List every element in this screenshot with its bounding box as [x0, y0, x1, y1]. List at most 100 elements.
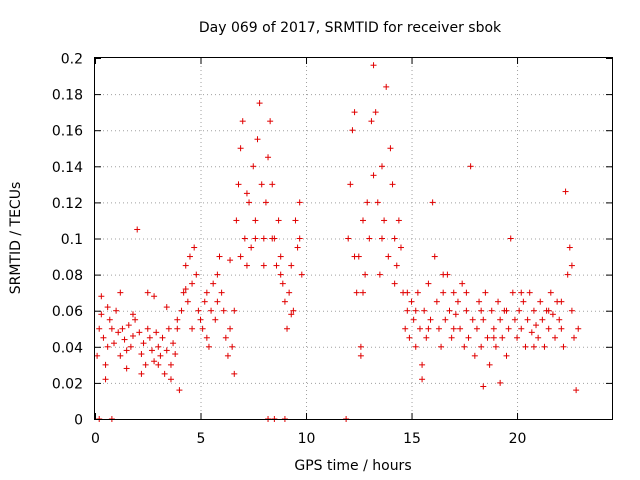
data-point — [129, 332, 136, 339]
data-point — [530, 343, 537, 350]
data-point — [471, 352, 478, 359]
data-point — [478, 307, 485, 314]
data-point — [419, 376, 426, 383]
data-point — [142, 361, 149, 368]
data-point — [497, 316, 504, 323]
data-point — [218, 289, 225, 296]
data-point — [353, 289, 360, 296]
data-point — [370, 62, 377, 69]
data-point — [275, 217, 282, 224]
data-point — [195, 307, 202, 314]
data-point — [391, 235, 398, 242]
data-point — [132, 316, 139, 323]
data-point — [347, 181, 354, 188]
data-point — [151, 293, 158, 300]
data-point — [433, 298, 440, 305]
data-point — [571, 334, 578, 341]
data-point — [248, 244, 255, 251]
data-point — [258, 181, 265, 188]
data-point — [256, 100, 263, 107]
data-point — [383, 83, 390, 90]
data-point — [412, 343, 419, 350]
data-point — [573, 387, 580, 394]
data-point — [106, 316, 113, 323]
data-point — [473, 325, 480, 332]
data-point — [362, 271, 369, 278]
data-point — [402, 325, 409, 332]
data-point — [113, 307, 120, 314]
data-point — [117, 289, 124, 296]
x-tick-label: 20 — [509, 431, 527, 447]
data-point — [520, 298, 527, 305]
data-point — [526, 289, 533, 296]
data-point — [490, 334, 497, 341]
data-point — [488, 307, 495, 314]
data-point — [412, 307, 419, 314]
data-point — [286, 289, 293, 296]
data-point — [389, 181, 396, 188]
data-point — [406, 334, 413, 341]
data-point — [364, 199, 371, 206]
data-point — [161, 370, 168, 377]
data-point — [486, 361, 493, 368]
data-point — [123, 365, 130, 372]
data-point — [524, 316, 531, 323]
data-point — [136, 329, 143, 336]
data-point — [281, 298, 288, 305]
data-point — [419, 361, 426, 368]
data-point — [448, 334, 455, 341]
data-point — [163, 347, 170, 354]
data-point — [385, 253, 392, 260]
data-point — [547, 289, 554, 296]
data-point — [153, 329, 160, 336]
data-point — [469, 316, 476, 323]
data-point — [446, 307, 453, 314]
data-point — [96, 325, 103, 332]
data-point — [252, 217, 259, 224]
data-point — [535, 334, 542, 341]
data-point — [516, 307, 523, 314]
data-point — [560, 343, 567, 350]
data-point — [157, 352, 164, 359]
data-point — [110, 340, 117, 347]
data-point — [94, 352, 101, 359]
data-point — [414, 289, 421, 296]
data-point — [100, 334, 107, 341]
data-point — [296, 235, 303, 242]
data-point — [246, 199, 253, 206]
data-point — [123, 347, 130, 354]
data-point — [404, 289, 411, 296]
data-point — [368, 118, 375, 125]
data-point — [174, 316, 181, 323]
data-point — [528, 329, 535, 336]
chart-title: Day 069 of 2017, SRMTID for receiver sbo… — [199, 20, 502, 36]
data-point — [182, 262, 189, 269]
data-point — [292, 217, 299, 224]
data-point — [163, 304, 170, 311]
data-point — [533, 322, 540, 329]
x-tick-label: 5 — [197, 431, 206, 447]
y-tick-label: 0.2 — [61, 52, 83, 68]
data-point — [459, 280, 466, 287]
data-point — [155, 343, 162, 350]
y-axis-label: SRMTID / TECUs — [8, 182, 24, 295]
data-point — [178, 307, 185, 314]
data-point — [269, 181, 276, 188]
data-point — [387, 145, 394, 152]
y-tick-label: 0.18 — [52, 88, 83, 104]
data-point — [298, 271, 305, 278]
data-point — [450, 289, 457, 296]
data-point — [222, 334, 229, 341]
data-point — [499, 334, 506, 341]
data-point — [121, 336, 128, 343]
data-point — [503, 307, 510, 314]
data-point — [172, 351, 179, 358]
data-point — [98, 293, 105, 300]
grid-lines — [95, 58, 612, 419]
y-tick-label: 0 — [74, 413, 83, 429]
data-point — [224, 352, 231, 359]
y-tick-label: 0.14 — [52, 160, 83, 176]
data-point — [265, 154, 272, 161]
